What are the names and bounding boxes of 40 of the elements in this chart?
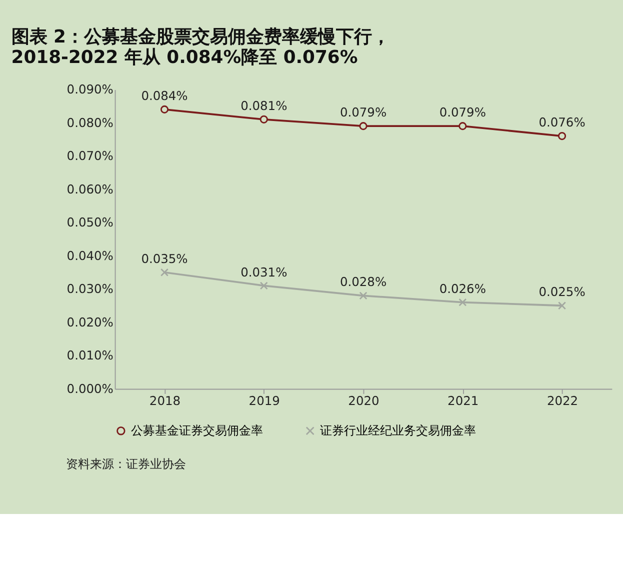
point xyxy=(558,132,566,140)
point xyxy=(160,268,169,276)
x-tick-label: 2022 xyxy=(546,394,578,408)
data-label: 0.026% xyxy=(439,282,486,296)
data-label: 0.025% xyxy=(538,285,586,300)
data-label: 0.031% xyxy=(240,265,288,280)
y-tick-label: 0.050% xyxy=(66,216,114,230)
data-label: 0.079% xyxy=(340,106,387,120)
y-tick-label: 0.030% xyxy=(66,282,114,296)
point xyxy=(160,105,169,114)
chart-subtitle: 2018-2022 年从 0.084%降至 0.076% xyxy=(11,47,358,68)
x-tick-label: 2018 xyxy=(149,394,181,408)
data-label: 0.079% xyxy=(439,106,486,120)
point xyxy=(260,115,268,124)
y-tick-label: 0.060% xyxy=(66,182,114,196)
point xyxy=(458,122,467,130)
y-tick-label: 0.070% xyxy=(66,149,114,164)
legend-label: 公募基金证券交易佣金率 xyxy=(130,424,263,438)
y-tick-label: 0.000% xyxy=(66,382,114,396)
y-tick-label: 0.010% xyxy=(66,348,114,363)
point xyxy=(458,298,467,306)
x-tick-label: 2020 xyxy=(348,394,380,408)
chart-title: 图表 2：公募基金股票交易佣金费率缓慢下行， xyxy=(11,26,390,48)
text: 资料来源：证券业协会 xyxy=(66,456,186,471)
y-tick-label: 0.090% xyxy=(66,82,114,97)
y-tick-label: 0.080% xyxy=(66,116,114,130)
point xyxy=(260,282,268,290)
data-label: 0.076% xyxy=(538,116,586,130)
point xyxy=(359,122,368,130)
y-tick-label: 0.020% xyxy=(66,315,114,330)
data-label: 0.081% xyxy=(240,99,288,113)
point xyxy=(558,302,566,310)
y-tick-label: 0.040% xyxy=(66,248,114,263)
data-label: 0.028% xyxy=(340,275,387,290)
x-tick-label: 2019 xyxy=(248,394,280,408)
x-tick-label: 2021 xyxy=(448,394,479,408)
data-label: 0.035% xyxy=(141,252,188,266)
data-label: 0.084% xyxy=(141,89,188,104)
point xyxy=(359,292,368,300)
legend-label: 证券行业经纪业务交易佣金率 xyxy=(320,424,476,438)
